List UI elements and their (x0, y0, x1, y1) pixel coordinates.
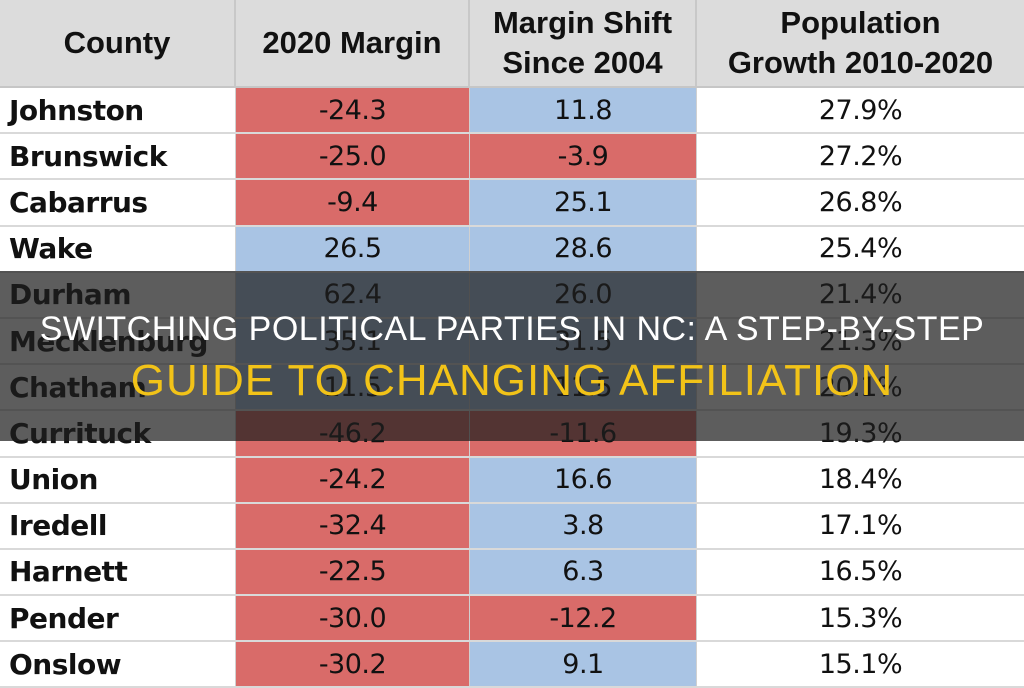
margin-shift-cell: 3.8 (470, 503, 697, 548)
table-row: Wake 26.5 28.6 25.4% (0, 226, 1024, 273)
population-growth-cell: 27.2% (697, 134, 1024, 179)
header-margin-shift: Margin Shift Since 2004 (470, 0, 697, 86)
margin-shift-cell: -12.2 (470, 596, 697, 641)
margin-shift-cell: -3.9 (470, 134, 697, 179)
table-row: Brunswick -25.0 -3.9 27.2% (0, 134, 1024, 181)
margin-2020-cell: -22.5 (236, 549, 470, 595)
county-name-cell: Pender (0, 596, 236, 641)
header-county: County (0, 0, 236, 86)
margin-2020-cell: -32.4 (236, 503, 470, 548)
population-growth-cell: 17.1% (697, 503, 1024, 548)
margin-2020-cell: -30.0 (236, 596, 470, 641)
header-population-growth-line2: Growth 2010-2020 (727, 45, 994, 80)
county-name-cell: Onslow (0, 642, 236, 687)
overlay-title-line2: GUIDE TO CHANGING AFFILIATION (130, 356, 894, 406)
title-overlay-banner: SWITCHING POLITICAL PARTIES IN NC: A STE… (0, 271, 1024, 441)
header-population-growth: Population Growth 2010-2020 (697, 0, 1024, 86)
population-growth-cell: 15.3% (697, 596, 1024, 641)
population-growth-cell: 27.9% (697, 88, 1024, 133)
header-population-growth-line1: Population (780, 5, 941, 41)
header-margin-shift-line2: Since 2004 (502, 45, 663, 80)
table-row: Johnston -24.3 11.8 27.9% (0, 88, 1024, 135)
table-row: Union -24.2 16.6 18.4% (0, 457, 1024, 504)
header-margin-shift-line1: Margin Shift (492, 5, 673, 41)
county-name-cell: Iredell (0, 503, 236, 548)
county-name-cell: Brunswick (0, 134, 236, 179)
margin-2020-cell: -24.3 (236, 88, 470, 133)
header-county-label: County (63, 25, 171, 61)
table-row: Iredell -32.4 3.8 17.1% (0, 503, 1024, 550)
margin-shift-cell: 25.1 (470, 180, 697, 225)
population-growth-cell: 18.4% (697, 457, 1024, 502)
header-2020-margin-label: 2020 Margin (262, 25, 442, 61)
margin-2020-cell: -9.4 (236, 180, 470, 225)
table-header-row: County 2020 Margin Margin Shift Since 20… (0, 0, 1024, 88)
population-growth-cell: 25.4% (697, 226, 1024, 271)
table-row: Cabarrus -9.4 25.1 26.8% (0, 180, 1024, 227)
margin-shift-cell: 11.8 (470, 88, 697, 133)
table-row: Onslow -30.2 9.1 15.1% (0, 642, 1024, 688)
population-growth-cell: 15.1% (697, 642, 1024, 687)
margin-2020-cell: -25.0 (236, 134, 470, 179)
population-growth-cell: 26.8% (697, 180, 1024, 225)
county-name-cell: Cabarrus (0, 180, 236, 225)
overlay-title-line1: SWITCHING POLITICAL PARTIES IN NC: A STE… (39, 310, 985, 349)
margin-shift-cell: 16.6 (470, 457, 697, 502)
county-name-cell: Harnett (0, 549, 236, 595)
margin-2020-cell: -24.2 (236, 457, 470, 502)
margin-2020-cell: -30.2 (236, 642, 470, 687)
header-2020-margin: 2020 Margin (236, 0, 470, 86)
margin-shift-cell: 9.1 (470, 642, 697, 687)
margin-2020-cell: 26.5 (236, 226, 470, 271)
county-name-cell: Union (0, 457, 236, 502)
county-name-cell: Johnston (0, 88, 236, 133)
table-row: Pender -30.0 -12.2 15.3% (0, 596, 1024, 643)
margin-shift-cell: 28.6 (470, 226, 697, 271)
table-row: Harnett -22.5 6.3 16.5% (0, 549, 1024, 597)
county-name-cell: Wake (0, 226, 236, 271)
population-growth-cell: 16.5% (697, 549, 1024, 595)
margin-shift-cell: 6.3 (470, 549, 697, 595)
